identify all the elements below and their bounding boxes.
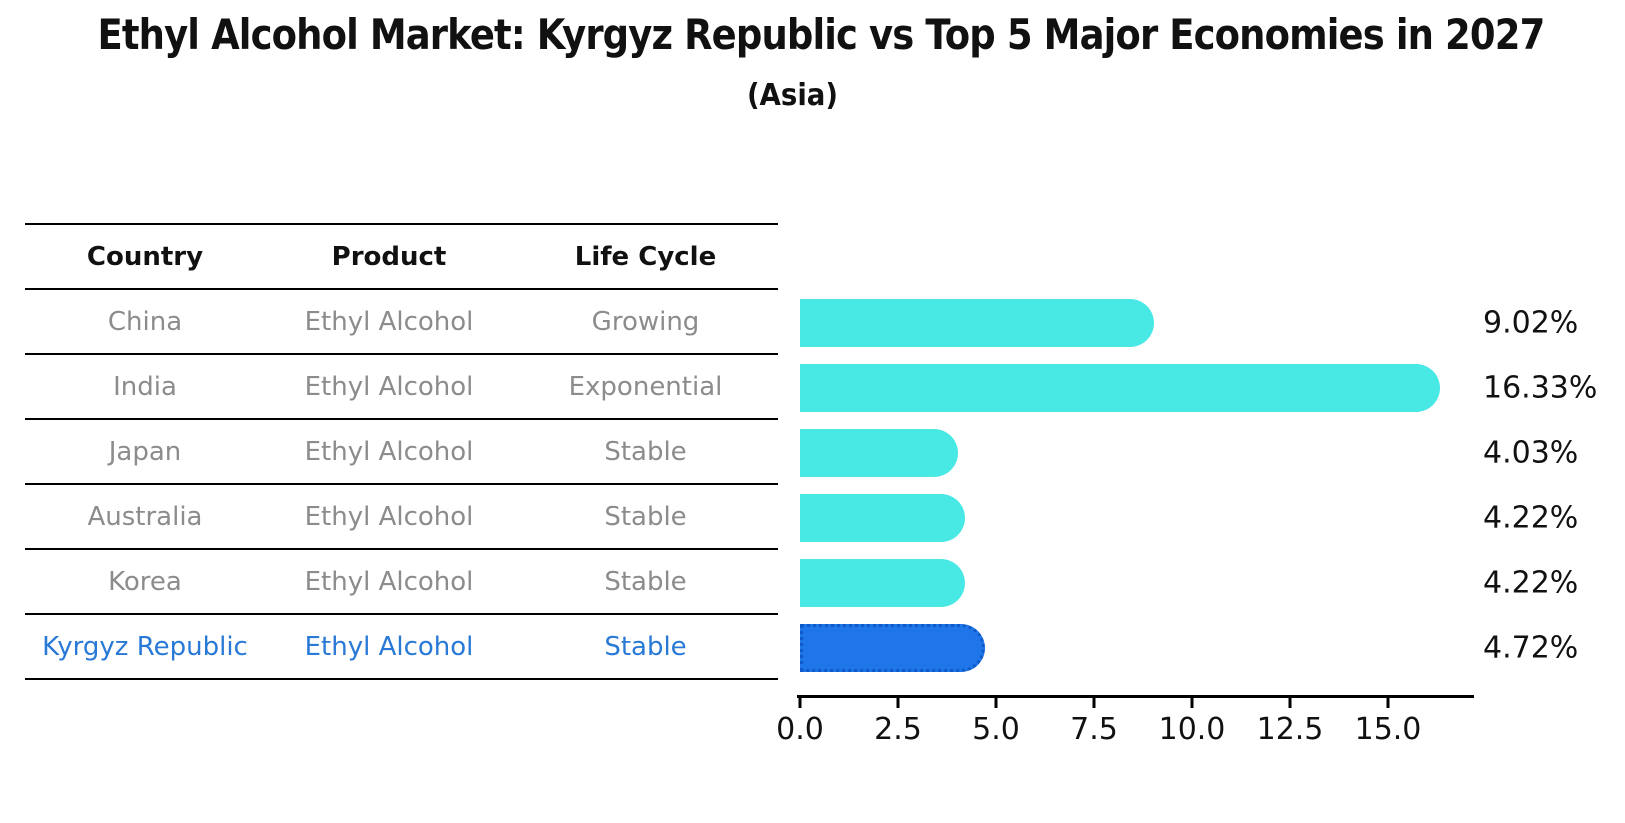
table-row: China Ethyl Alcohol Growing [25, 290, 778, 355]
table-cell-life-cycle: Growing [591, 306, 700, 337]
bar [800, 428, 958, 477]
table-cell-country: Japan [108, 436, 182, 467]
x-axis-tick [1288, 695, 1292, 708]
table-cell-product: Ethyl Alcohol [304, 566, 474, 597]
x-axis-tick [1092, 695, 1096, 708]
x-axis-tick-label: 2.5 [874, 712, 922, 747]
bar [800, 298, 1154, 347]
bar-value-label: 4.22% [1483, 565, 1579, 600]
table-row: Australia Ethyl Alcohol Stable [25, 485, 778, 550]
table-cell-product: Ethyl Alcohol [304, 631, 474, 662]
bar [800, 493, 965, 542]
table-cell-life-cycle: Exponential [568, 371, 723, 402]
table-header-country: Country [86, 241, 204, 272]
x-axis-tick [994, 695, 998, 708]
x-axis-tick [1386, 695, 1390, 708]
table-cell-product: Ethyl Alcohol [304, 371, 474, 402]
comparison-table: Country Product Life Cycle China Ethyl Alc… [25, 223, 778, 680]
table-header-life-cycle: Life Cycle [574, 241, 717, 272]
table-row: India Ethyl Alcohol Exponential [25, 355, 778, 420]
table-cell-country: China [107, 306, 183, 337]
table-header-product: Product [331, 241, 447, 272]
table-row: Japan Ethyl Alcohol Stable [25, 420, 778, 485]
x-axis-tick [896, 695, 900, 708]
table-cell-country: Korea [108, 566, 182, 597]
page-title: Ethyl Alcohol Market: Kyrgyz Republic vs… [97, 10, 1546, 59]
table-cell-product: Ethyl Alcohol [304, 436, 474, 467]
table-row: Korea Ethyl Alcohol Stable [25, 550, 778, 615]
table-cell-country: India [113, 371, 177, 402]
table-row: Kyrgyz Republic Ethyl Alcohol Stable [25, 615, 778, 680]
table-cell-country: Kyrgyz Republic [42, 631, 248, 662]
table-cell-life-cycle: Stable [604, 566, 687, 597]
bar [800, 363, 1440, 412]
x-axis-tick [1190, 695, 1194, 708]
x-axis-tick-label: 15.0 [1354, 712, 1422, 747]
table-cell-country: Australia [87, 501, 203, 532]
table-cell-product: Ethyl Alcohol [304, 306, 474, 337]
x-axis-tick-label: 0.0 [776, 712, 824, 747]
table-header-row: Country Product Life Cycle [25, 225, 778, 290]
bar-value-label: 4.03% [1483, 435, 1579, 470]
bar-value-label: 4.72% [1483, 630, 1579, 665]
bar [800, 558, 965, 607]
x-axis-tick-label: 7.5 [1070, 712, 1118, 747]
bar-value-label: 9.02% [1483, 305, 1579, 340]
x-axis-tick [798, 695, 802, 708]
x-axis-tick-label: 10.0 [1158, 712, 1226, 747]
bar-value-label: 4.22% [1483, 500, 1579, 535]
x-axis-tick-label: 12.5 [1256, 712, 1324, 747]
bar-value-label: 16.33% [1483, 370, 1598, 405]
table-cell-product: Ethyl Alcohol [304, 501, 474, 532]
table-cell-life-cycle: Stable [604, 436, 687, 467]
table-cell-life-cycle: Stable [604, 501, 687, 532]
table-cell-life-cycle: Stable [604, 631, 687, 662]
x-axis-tick-label: 5.0 [972, 712, 1020, 747]
bar [800, 623, 985, 672]
x-axis-line [797, 695, 1474, 698]
page-subtitle: (Asia) [746, 78, 839, 113]
